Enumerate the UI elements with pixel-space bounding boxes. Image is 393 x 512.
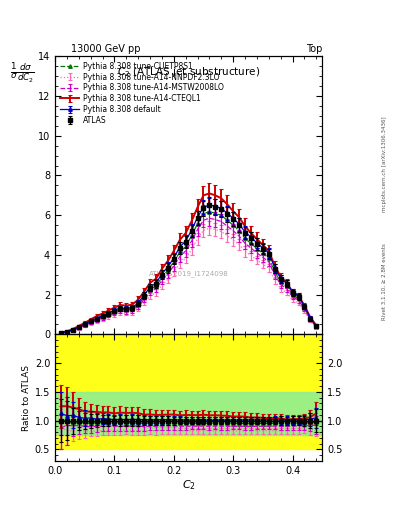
Y-axis label: Ratio to ATLAS: Ratio to ATLAS — [22, 365, 31, 431]
X-axis label: $C_2$: $C_2$ — [182, 478, 196, 492]
Text: 13000 GeV pp: 13000 GeV pp — [71, 44, 140, 54]
Legend: Pythia 8.308 tune-CUETP8S1, Pythia 8.308 tune-A14-NNPDF2.3LO, Pythia 8.308 tune-: Pythia 8.308 tune-CUETP8S1, Pythia 8.308… — [58, 59, 226, 127]
Text: mcplots.cern.ch [arXiv:1306.3436]: mcplots.cern.ch [arXiv:1306.3436] — [382, 116, 387, 211]
Text: Rivet 3.1.10, ≥ 2.8M events: Rivet 3.1.10, ≥ 2.8M events — [382, 243, 387, 320]
Text: $C_2$ (ATLAS jet substructure): $C_2$ (ATLAS jet substructure) — [117, 65, 260, 79]
Text: ATLAS_2019_I1724098: ATLAS_2019_I1724098 — [149, 270, 228, 276]
Text: $\frac{1}{\sigma}\frac{d\sigma}{dC_2}$: $\frac{1}{\sigma}\frac{d\sigma}{dC_2}$ — [11, 62, 35, 86]
Text: Top: Top — [306, 44, 322, 54]
